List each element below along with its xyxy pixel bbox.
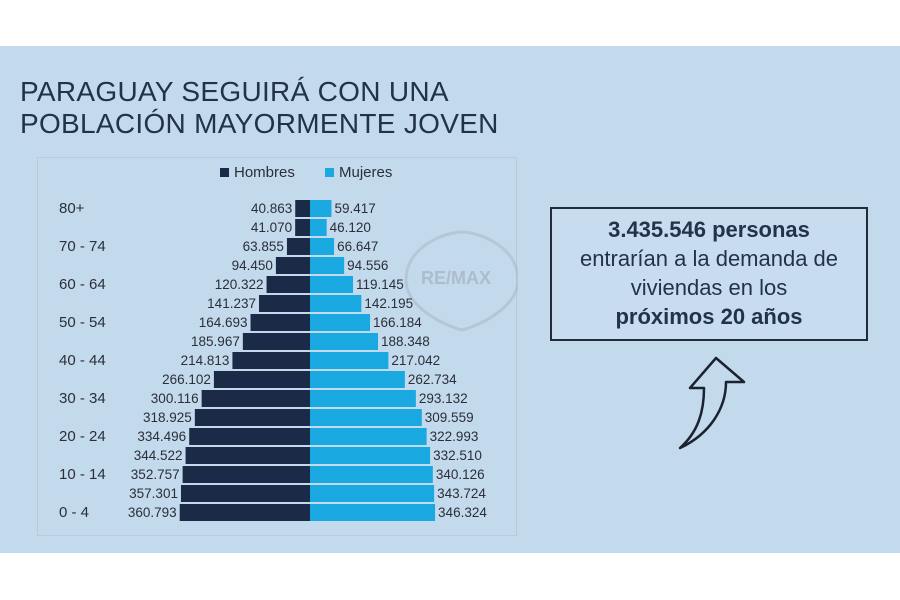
data-label-hombres: 360.793 <box>128 505 177 520</box>
data-label-hombres: 141.237 <box>207 296 256 311</box>
data-label-hombres: 352.757 <box>131 467 180 482</box>
chart-svg: RE/MAX Hombres Mujeres 40.863 59.417 80+ 41.07… <box>59 164 518 521</box>
bar-hombres <box>201 390 310 407</box>
data-label-mujeres: 217.042 <box>391 353 440 368</box>
data-label-hombres: 63.855 <box>243 239 284 254</box>
population-pyramid-chart: RE/MAX Hombres Mujeres 40.863 59.417 80+ 41.07… <box>37 157 518 536</box>
bar-hombres <box>295 200 310 217</box>
up-arrow-icon <box>678 356 746 450</box>
callout-line-4: próximos 20 años <box>615 304 803 329</box>
category-label: 0 - 4 <box>59 504 89 521</box>
bar-hombres <box>179 504 310 521</box>
bar-mujeres <box>310 466 433 483</box>
bar-mujeres <box>310 314 371 331</box>
data-label-mujeres: 94.556 <box>347 258 388 273</box>
bar-hombres <box>194 409 310 426</box>
data-label-mujeres: 59.417 <box>334 201 375 216</box>
bar-hombres <box>185 447 310 464</box>
remax-watermark: RE/MAX <box>404 230 518 332</box>
data-label-hombres: 164.693 <box>199 315 248 330</box>
category-label: 30 - 34 <box>59 390 106 407</box>
page-title: PARAGUAY SEGUIRÁ CON UNA POBLACIÓN MAYOR… <box>20 76 499 140</box>
bar-mujeres <box>310 276 354 293</box>
data-label-hombres: 41.070 <box>251 220 292 235</box>
bar-mujeres <box>310 295 362 312</box>
watermark-text: RE/MAX <box>421 268 491 288</box>
callout-line-2: entrarían a la demanda de <box>579 246 839 271</box>
bar-hombres <box>258 295 310 312</box>
legend-label-hombres: Hombres <box>234 164 295 181</box>
watermark-balloon <box>404 230 518 332</box>
bar-mujeres <box>310 485 435 502</box>
data-label-hombres: 120.322 <box>215 277 264 292</box>
category-label: 10 - 14 <box>59 466 106 483</box>
bar-hombres <box>275 257 310 274</box>
data-label-mujeres: 166.184 <box>373 315 422 330</box>
category-label: 60 - 64 <box>59 276 106 293</box>
data-label-mujeres: 346.324 <box>438 505 487 520</box>
bar-hombres <box>182 466 310 483</box>
data-label-hombres: 334.496 <box>137 429 186 444</box>
data-label-mujeres: 119.145 <box>356 277 404 292</box>
data-label-hombres: 40.863 <box>251 201 292 216</box>
bar-mujeres <box>310 428 427 445</box>
bar-mujeres <box>310 333 379 350</box>
data-label-hombres: 266.102 <box>162 372 211 387</box>
title-line-2: POBLACIÓN MAYORMENTE JOVEN <box>20 108 499 139</box>
bar-mujeres <box>310 352 389 369</box>
category-label: 50 - 54 <box>59 314 106 331</box>
bar-hombres <box>242 333 310 350</box>
callout-box: 3.435.546 personas entrarían a la demand… <box>550 207 868 341</box>
legend-label-mujeres: Mujeres <box>339 164 392 181</box>
data-label-hombres: 300.116 <box>151 391 199 406</box>
data-label-mujeres: 343.724 <box>437 486 486 501</box>
data-label-mujeres: 309.559 <box>425 410 474 425</box>
bar-hombres <box>189 428 310 445</box>
bar-hombres <box>295 219 310 236</box>
bar-mujeres <box>310 390 416 407</box>
data-label-mujeres: 262.734 <box>408 372 457 387</box>
data-label-mujeres: 46.120 <box>330 220 371 235</box>
callout-line-3: viviendas en los <box>630 275 788 300</box>
bar-mujeres <box>310 257 345 274</box>
category-label: 70 - 74 <box>59 238 106 255</box>
data-label-mujeres: 293.132 <box>419 391 468 406</box>
data-label-hombres: 185.967 <box>191 334 240 349</box>
category-label: 80+ <box>59 200 85 217</box>
data-label-mujeres: 340.126 <box>436 467 485 482</box>
bar-hombres <box>250 314 310 331</box>
data-label-hombres: 344.522 <box>134 448 183 463</box>
data-label-mujeres: 332.510 <box>433 448 482 463</box>
data-label-mujeres: 188.348 <box>381 334 430 349</box>
data-label-mujeres: 66.647 <box>337 239 378 254</box>
data-label-hombres: 318.925 <box>143 410 192 425</box>
legend-swatch-hombres <box>220 168 229 177</box>
bar-mujeres <box>310 504 436 521</box>
bar-hombres <box>180 485 310 502</box>
bar-mujeres <box>310 219 327 236</box>
bar-mujeres <box>310 409 422 426</box>
data-label-mujeres: 142.195 <box>364 296 413 311</box>
bar-mujeres <box>310 200 332 217</box>
bar-hombres <box>286 238 310 255</box>
bar-mujeres <box>310 238 335 255</box>
bar-mujeres <box>310 447 431 464</box>
title-line-1: PARAGUAY SEGUIRÁ CON UNA <box>20 76 449 107</box>
data-label-hombres: 94.450 <box>232 258 273 273</box>
legend-swatch-mujeres <box>325 168 334 177</box>
callout-line-1: 3.435.546 personas <box>608 217 810 242</box>
bar-hombres <box>266 276 310 293</box>
bar-mujeres <box>310 371 405 388</box>
category-label: 20 - 24 <box>59 428 106 445</box>
category-label: 40 - 44 <box>59 352 106 369</box>
bar-hombres <box>213 371 310 388</box>
data-label-hombres: 357.301 <box>129 486 178 501</box>
data-label-hombres: 214.813 <box>181 353 230 368</box>
bar-hombres <box>232 352 310 369</box>
data-label-mujeres: 322.993 <box>430 429 479 444</box>
